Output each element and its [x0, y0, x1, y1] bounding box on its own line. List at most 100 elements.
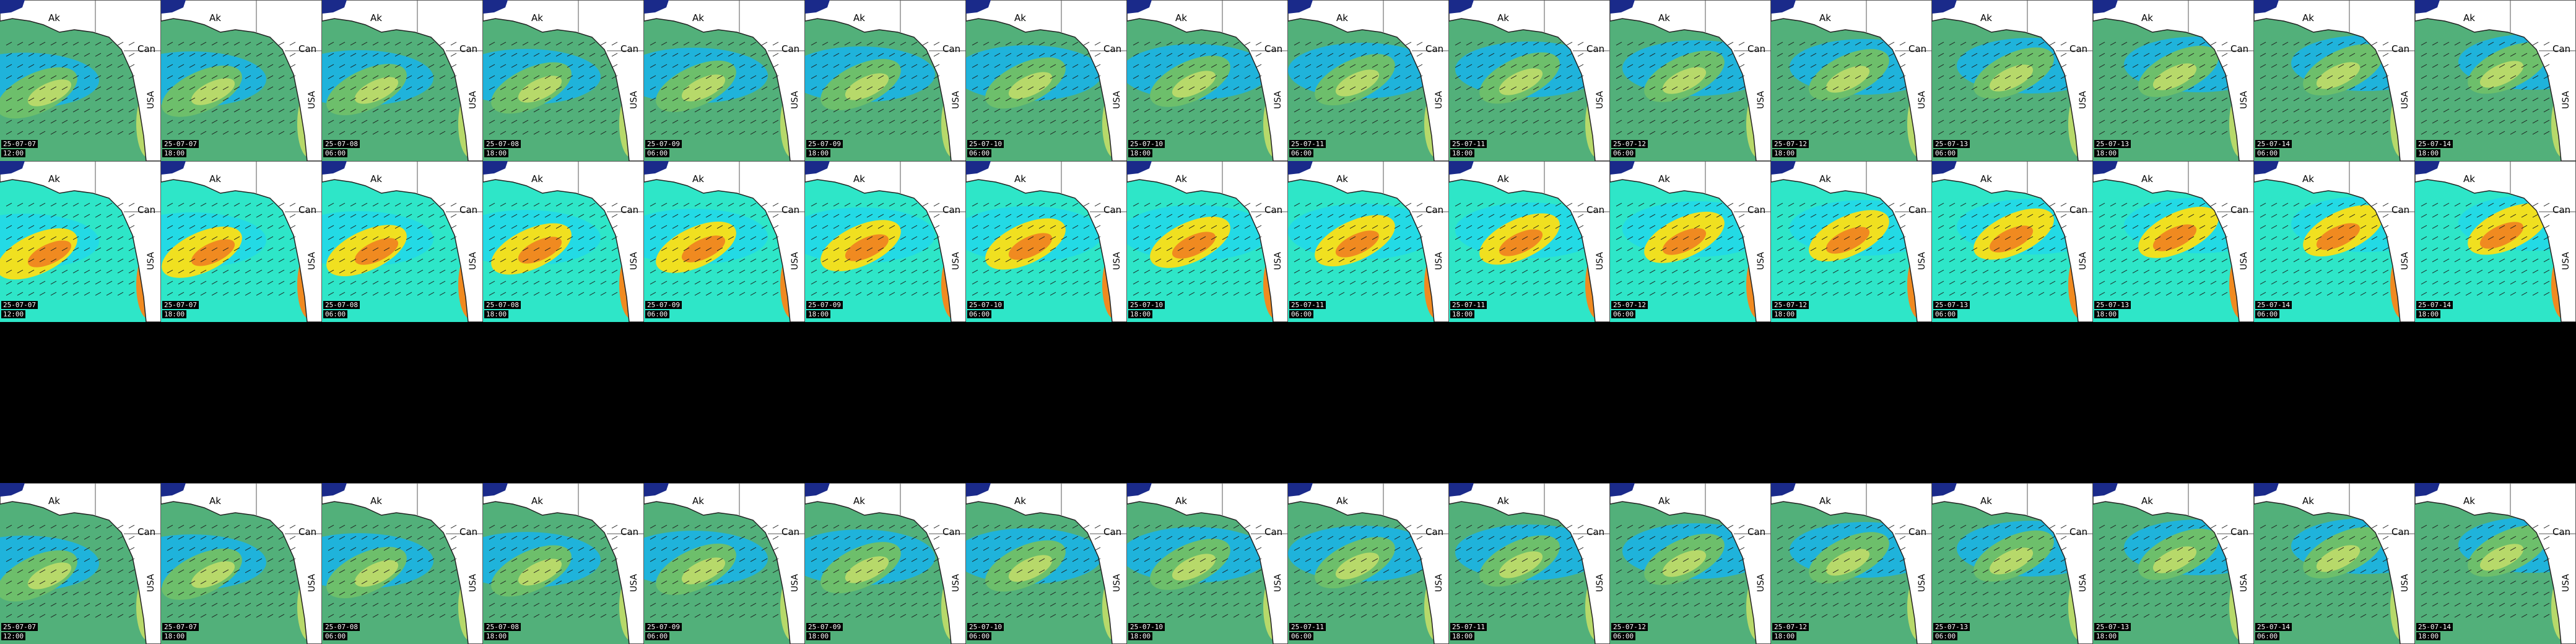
map-tile[interactable]: Ak Can USA 25-07-09 06:00 [644, 161, 805, 322]
label-usa: USA [790, 574, 800, 592]
map-field [644, 483, 805, 644]
map-field [1610, 0, 1771, 161]
frame-time: 06:00 [1611, 149, 1635, 157]
map-tile[interactable]: Ak Can USA 25-07-08 18:00 [483, 161, 644, 322]
frame-time: 06:00 [2255, 310, 2279, 318]
map-tile[interactable]: Ak Can USA 25-07-07 12:00 [0, 0, 161, 161]
label-alaska: Ak [48, 173, 60, 185]
map-field [2254, 161, 2415, 322]
label-canada: Can [1264, 204, 1282, 215]
label-alaska: Ak [1014, 495, 1026, 507]
frame-date: 25-07-13 [1933, 301, 1970, 309]
frame-date: 25-07-10 [967, 623, 1004, 631]
label-alaska: Ak [2463, 12, 2475, 24]
label-canada: Can [459, 204, 477, 215]
map-field [1288, 161, 1449, 322]
empty-panel-row [0, 322, 2576, 483]
map-tile[interactable]: Ak Can USA 25-07-14 06:00 [2254, 161, 2415, 322]
map-tile[interactable]: Ak Can USA 25-07-14 18:00 [2415, 161, 2576, 322]
map-tile[interactable]: Ak Can USA 25-07-08 18:00 [483, 0, 644, 161]
map-field [0, 483, 161, 644]
map-field [2415, 0, 2576, 161]
map-field [161, 0, 322, 161]
map-tile[interactable]: Ak Can USA 25-07-10 18:00 [1127, 483, 1288, 644]
map-tile[interactable]: Ak Can USA 25-07-09 06:00 [644, 0, 805, 161]
label-canada: Can [459, 526, 477, 537]
label-usa: USA [2561, 91, 2571, 109]
label-canada: Can [620, 204, 638, 215]
label-usa: USA [629, 91, 639, 109]
label-canada: Can [620, 526, 638, 537]
map-tile[interactable]: Ak Can USA 25-07-08 06:00 [322, 483, 483, 644]
label-alaska: Ak [209, 495, 221, 507]
map-tile[interactable]: Ak Can USA 25-07-11 06:00 [1288, 0, 1449, 161]
label-alaska: Ak [1980, 12, 1992, 24]
frame-time: 18:00 [1450, 149, 1474, 157]
label-canada: Can [459, 43, 477, 54]
label-usa: USA [2239, 252, 2249, 270]
map-tile[interactable]: Ak Can USA 25-07-12 18:00 [1771, 161, 1932, 322]
label-canada: Can [1103, 526, 1121, 537]
label-usa: USA [1273, 574, 1283, 592]
label-usa: USA [1112, 91, 1122, 109]
map-tile[interactable]: Ak Can USA 25-07-13 06:00 [1932, 0, 2093, 161]
label-alaska: Ak [1014, 173, 1026, 185]
map-tile[interactable]: Ak Can USA 25-07-07 12:00 [0, 483, 161, 644]
label-canada: Can [781, 526, 799, 537]
frame-time: 06:00 [967, 149, 991, 157]
map-tile[interactable]: Ak Can USA 25-07-12 18:00 [1771, 0, 1932, 161]
frame-time: 18:00 [162, 310, 186, 318]
label-usa: USA [307, 91, 317, 109]
map-tile[interactable]: Ak Can USA 25-07-11 18:00 [1449, 0, 1610, 161]
label-canada: Can [1908, 204, 1926, 215]
map-tile[interactable]: Ak Can USA 25-07-07 18:00 [161, 0, 322, 161]
frame-time: 06:00 [1289, 149, 1313, 157]
map-tile[interactable]: Ak Can USA 25-07-07 18:00 [161, 483, 322, 644]
map-tile[interactable]: Ak Can USA 25-07-09 18:00 [805, 161, 966, 322]
map-tile[interactable]: Ak Can USA 25-07-10 18:00 [1127, 0, 1288, 161]
label-canada: Can [1908, 43, 1926, 54]
label-alaska: Ak [1819, 12, 1831, 24]
frame-time: 18:00 [162, 632, 186, 640]
map-tile[interactable]: Ak Can USA 25-07-09 06:00 [644, 483, 805, 644]
label-usa: USA [468, 574, 478, 592]
label-alaska: Ak [48, 12, 60, 24]
map-field [2415, 161, 2576, 322]
map-tile[interactable]: Ak Can USA 25-07-11 06:00 [1288, 161, 1449, 322]
map-tile[interactable]: Ak Can USA 25-07-07 12:00 [0, 161, 161, 322]
map-tile[interactable]: Ak Can USA 25-07-10 18:00 [1127, 161, 1288, 322]
map-tile[interactable]: Ak Can USA 25-07-14 06:00 [2254, 0, 2415, 161]
map-tile[interactable]: Ak Can USA 25-07-09 18:00 [805, 0, 966, 161]
map-tile[interactable]: Ak Can USA 25-07-11 06:00 [1288, 483, 1449, 644]
map-tile[interactable]: Ak Can USA 25-07-10 06:00 [966, 0, 1127, 161]
map-field [1127, 161, 1288, 322]
map-tile[interactable]: Ak Can USA 25-07-08 18:00 [483, 483, 644, 644]
label-usa: USA [1917, 252, 1927, 270]
map-tile[interactable]: Ak Can USA 25-07-09 18:00 [805, 483, 966, 644]
map-tile[interactable]: Ak Can USA 25-07-11 18:00 [1449, 161, 1610, 322]
frame-date: 25-07-07 [162, 140, 199, 148]
label-canada: Can [942, 204, 960, 215]
frame-date: 25-07-09 [806, 623, 843, 631]
map-tile[interactable]: Ak Can USA 25-07-12 06:00 [1610, 161, 1771, 322]
frame-time: 18:00 [806, 149, 830, 157]
frame-date: 25-07-08 [484, 140, 521, 148]
label-usa: USA [468, 91, 478, 109]
map-tile[interactable]: Ak Can USA 25-07-13 18:00 [2093, 0, 2254, 161]
map-field [1771, 161, 1932, 322]
map-tile[interactable]: Ak Can USA 25-07-13 06:00 [1932, 161, 2093, 322]
map-tile[interactable]: Ak Can USA 25-07-10 06:00 [966, 161, 1127, 322]
map-tile[interactable]: Ak Can USA 25-07-08 06:00 [322, 0, 483, 161]
map-field [1932, 0, 2093, 161]
map-field [0, 0, 161, 161]
label-canada: Can [1586, 43, 1604, 54]
map-tile[interactable]: Ak Can USA 25-07-10 06:00 [966, 483, 1127, 644]
map-tile[interactable]: Ak Can USA 25-07-13 18:00 [2093, 161, 2254, 322]
frame-date: 25-07-10 [1128, 623, 1165, 631]
frame-date: 25-07-09 [645, 301, 682, 309]
map-tile[interactable]: Ak Can USA 25-07-08 06:00 [322, 161, 483, 322]
map-field [1288, 483, 1449, 644]
map-tile[interactable]: Ak Can USA 25-07-14 18:00 [2415, 0, 2576, 161]
map-tile[interactable]: Ak Can USA 25-07-12 06:00 [1610, 0, 1771, 161]
map-tile[interactable]: Ak Can USA 25-07-07 18:00 [161, 161, 322, 322]
